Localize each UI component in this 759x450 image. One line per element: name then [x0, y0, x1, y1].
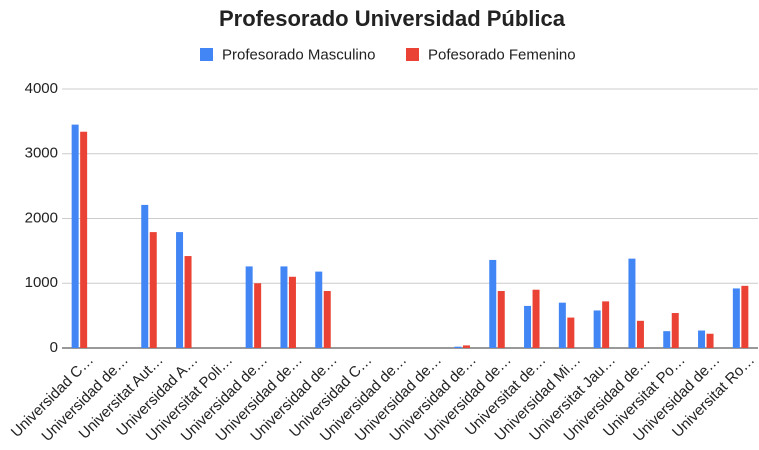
bar [254, 283, 262, 348]
bar [315, 271, 323, 348]
legend-label: Profesorado Masculino [222, 46, 375, 63]
bar [593, 310, 601, 348]
bar [671, 313, 679, 348]
bar [567, 317, 575, 348]
y-tick-label: 2000 [25, 209, 58, 226]
bar [280, 266, 288, 348]
bar [532, 289, 540, 348]
bar [71, 124, 79, 348]
bar [149, 232, 157, 348]
bar [663, 331, 671, 348]
bar [636, 320, 644, 348]
bar [462, 345, 470, 348]
bar [497, 291, 505, 348]
bar [602, 301, 610, 348]
bar [489, 259, 497, 348]
bar [741, 285, 749, 348]
bar [558, 302, 566, 348]
bar [706, 333, 714, 348]
bar [141, 204, 149, 348]
legend-label: Pofesorado Femenino [428, 46, 576, 63]
legend-swatch [406, 48, 419, 61]
bar [288, 276, 296, 348]
bar [698, 330, 706, 348]
y-tick-label: 0 [50, 339, 58, 356]
bar [323, 291, 331, 348]
bar [454, 346, 462, 348]
bar [245, 266, 253, 348]
bar [176, 232, 184, 348]
bar [524, 305, 532, 348]
bar [184, 256, 192, 348]
y-tick-label: 3000 [25, 145, 58, 162]
bar [732, 288, 740, 348]
y-tick-label: 1000 [25, 274, 58, 291]
bar [80, 131, 88, 348]
legend-swatch [200, 48, 213, 61]
chart-title: Profesorado Universidad Pública [219, 6, 566, 31]
bar [628, 258, 636, 348]
y-tick-label: 4000 [25, 80, 58, 97]
